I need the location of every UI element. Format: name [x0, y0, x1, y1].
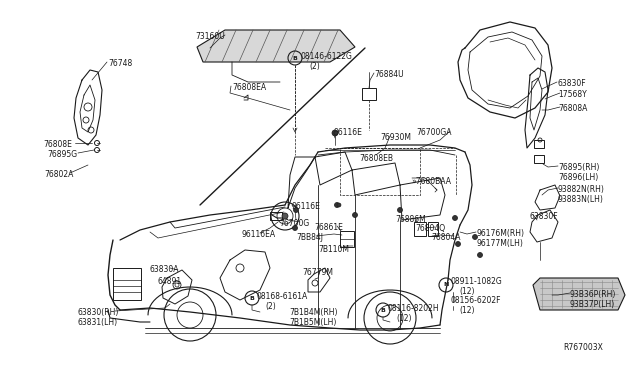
Text: (12): (12) — [459, 287, 474, 296]
Text: (2): (2) — [309, 62, 320, 71]
Text: 76804A: 76804A — [431, 233, 461, 242]
Text: 93B36P(RH): 93B36P(RH) — [570, 290, 616, 299]
Circle shape — [477, 253, 483, 257]
Text: 96116E: 96116E — [334, 128, 363, 137]
Text: B: B — [292, 55, 298, 61]
Text: »7680BAA: »7680BAA — [411, 177, 451, 186]
Bar — [270, 212, 282, 220]
Circle shape — [335, 202, 339, 208]
Circle shape — [452, 215, 458, 221]
Text: 7B1B4M(RH): 7B1B4M(RH) — [289, 308, 337, 317]
Circle shape — [472, 234, 477, 240]
Text: B: B — [250, 295, 255, 301]
Bar — [428, 222, 438, 236]
Text: 08168-6161A: 08168-6161A — [257, 292, 308, 301]
Text: (12): (12) — [459, 306, 474, 315]
Text: 7B110M: 7B110M — [318, 245, 349, 254]
Text: 64891: 64891 — [158, 277, 182, 286]
Circle shape — [337, 203, 341, 207]
Text: 08156-6202F: 08156-6202F — [451, 296, 502, 305]
Text: 93882N(RH): 93882N(RH) — [558, 185, 605, 194]
Text: 73160U: 73160U — [195, 32, 225, 41]
Text: (2): (2) — [265, 302, 276, 311]
Bar — [534, 155, 544, 163]
Text: 76804Q: 76804Q — [415, 224, 445, 233]
Bar — [362, 88, 376, 100]
Text: 76802A: 76802A — [44, 170, 74, 179]
Text: 76700GA: 76700GA — [416, 128, 451, 137]
Text: B: B — [381, 308, 385, 312]
Bar — [340, 231, 354, 247]
Text: 96177M(LH): 96177M(LH) — [477, 239, 524, 248]
Text: 96116E: 96116E — [292, 202, 321, 211]
Text: 63830A: 63830A — [149, 265, 179, 274]
Bar — [414, 222, 426, 236]
Text: 76808EA: 76808EA — [232, 83, 266, 92]
Text: 93883N(LH): 93883N(LH) — [558, 195, 604, 204]
Text: 76895(RH): 76895(RH) — [558, 163, 600, 172]
Text: 08911-1082G: 08911-1082G — [451, 277, 503, 286]
Circle shape — [282, 213, 288, 219]
Text: 08146-6122G: 08146-6122G — [301, 52, 353, 61]
Text: 76895G: 76895G — [47, 150, 77, 159]
Text: 76700G: 76700G — [279, 219, 309, 228]
Polygon shape — [533, 278, 625, 310]
Text: 76808E: 76808E — [43, 140, 72, 149]
Circle shape — [332, 130, 338, 136]
Text: 96116EA: 96116EA — [241, 230, 275, 239]
Text: 76779M: 76779M — [302, 268, 333, 277]
Text: R767003X: R767003X — [563, 343, 603, 352]
Circle shape — [294, 208, 298, 212]
Bar — [113, 268, 141, 300]
Circle shape — [334, 131, 338, 135]
Text: 08116-8202H: 08116-8202H — [388, 304, 440, 313]
Text: 96176M(RH): 96176M(RH) — [477, 229, 525, 238]
Circle shape — [456, 241, 461, 247]
Text: 63830(RH): 63830(RH) — [77, 308, 118, 317]
Text: 76930M: 76930M — [380, 133, 411, 142]
Text: 76808A: 76808A — [558, 104, 588, 113]
Text: 76886M: 76886M — [395, 215, 426, 224]
Text: (12): (12) — [396, 314, 412, 323]
Text: 63831(LH): 63831(LH) — [77, 318, 117, 327]
Circle shape — [292, 225, 298, 231]
Text: 76861E: 76861E — [314, 223, 343, 232]
Text: 63830F: 63830F — [558, 79, 587, 88]
Bar — [534, 140, 544, 148]
Text: 76808EB: 76808EB — [359, 154, 393, 163]
Text: N: N — [444, 282, 449, 288]
Text: 76748: 76748 — [108, 59, 132, 68]
Text: 17568Y: 17568Y — [558, 90, 587, 99]
Text: 76896(LH): 76896(LH) — [558, 173, 598, 182]
Text: 7BB84J: 7BB84J — [296, 233, 323, 242]
Circle shape — [397, 208, 403, 212]
Text: 76884U: 76884U — [374, 70, 404, 79]
Text: 7B1B5M(LH): 7B1B5M(LH) — [289, 318, 337, 327]
Circle shape — [353, 212, 358, 218]
Text: 93B37P(LH): 93B37P(LH) — [570, 300, 615, 309]
Polygon shape — [197, 30, 355, 62]
Text: 63830F: 63830F — [530, 212, 559, 221]
